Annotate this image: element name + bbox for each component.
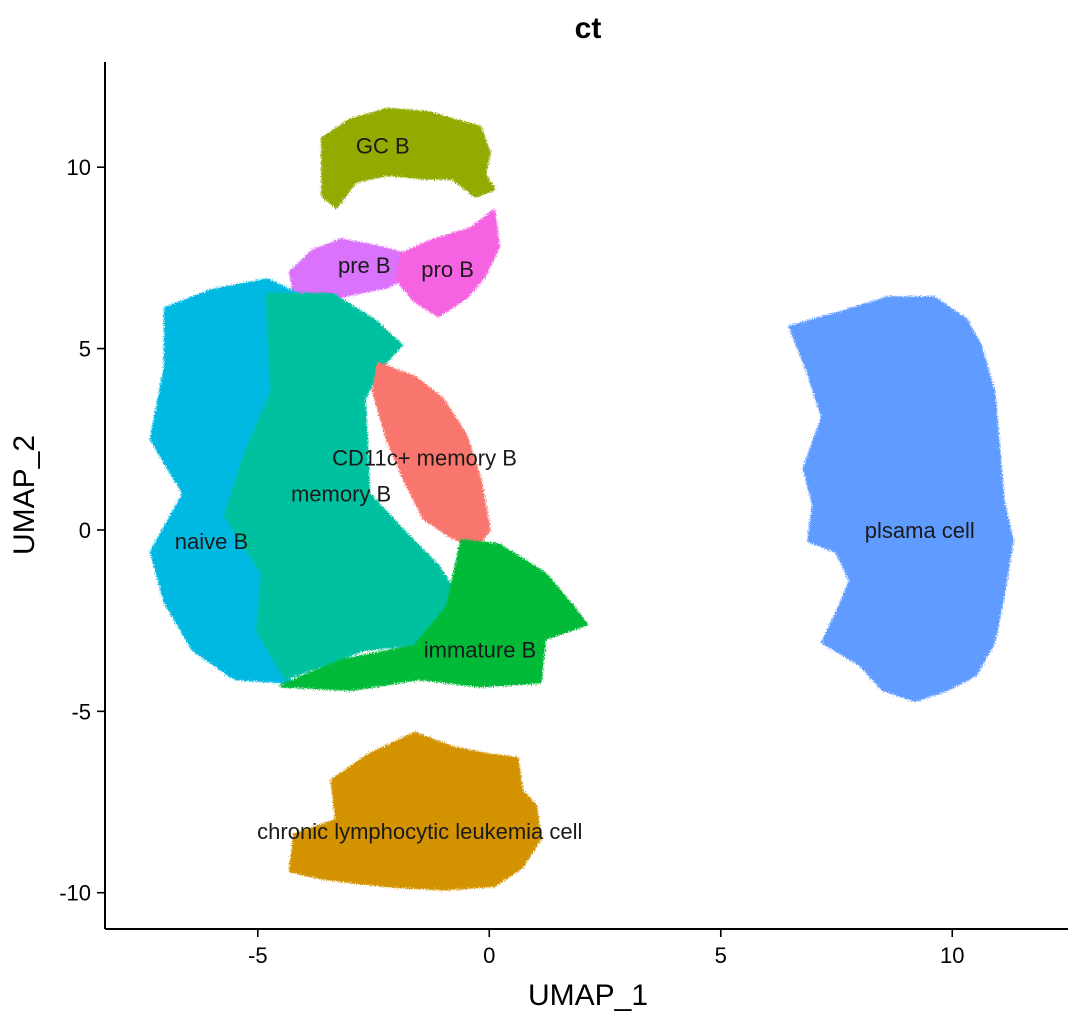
y-tick-label: -10: [59, 881, 91, 906]
chart-title: ct: [575, 12, 602, 45]
cluster-pro-b: [395, 209, 500, 318]
cluster-label-cd11c-memory-b: CD11c+ memory B: [332, 445, 517, 470]
cluster-label-plsama-cell: plsama cell: [865, 518, 975, 543]
x-tick-label: 0: [483, 943, 495, 968]
cluster-label-pro-b: pro B: [421, 257, 474, 282]
y-axis-ticks: -10 -5 0 5 10: [59, 155, 105, 906]
x-axis-title: UMAP_1: [528, 979, 648, 1012]
cluster-chronic-lymphocytic-leukemia-cell: [288, 731, 542, 891]
cluster-gc-b: [321, 107, 496, 209]
y-tick-label: 0: [79, 518, 91, 543]
clusters-layer: [149, 107, 1014, 891]
x-tick-label: 10: [940, 943, 964, 968]
cluster-label-immature-b: immature B: [424, 638, 536, 663]
cluster-label-gc-b: GC B: [356, 133, 410, 158]
y-tick-label: 10: [67, 155, 91, 180]
x-tick-label: 5: [715, 943, 727, 968]
cluster-immature-b: [279, 539, 588, 692]
cluster-plsama-cell: [788, 296, 1014, 702]
y-axis-title: UMAP_2: [8, 435, 41, 555]
cluster-label-chronic-lymphocytic-leukemia-cell: chronic lymphocytic leukemia cell: [257, 819, 582, 844]
x-tick-label: -5: [248, 943, 268, 968]
cluster-label-pre-b: pre B: [338, 253, 391, 278]
y-tick-label: 5: [79, 337, 91, 362]
x-axis-ticks: -5 0 5 10: [248, 929, 964, 968]
cluster-labels: GC B pre B pro B naive B memory B CD11c+ memo…: [175, 133, 975, 844]
cluster-label-naive-b: naive B: [175, 529, 248, 554]
cluster-label-memory-b: memory B: [291, 482, 391, 507]
y-tick-label: -5: [71, 699, 91, 724]
